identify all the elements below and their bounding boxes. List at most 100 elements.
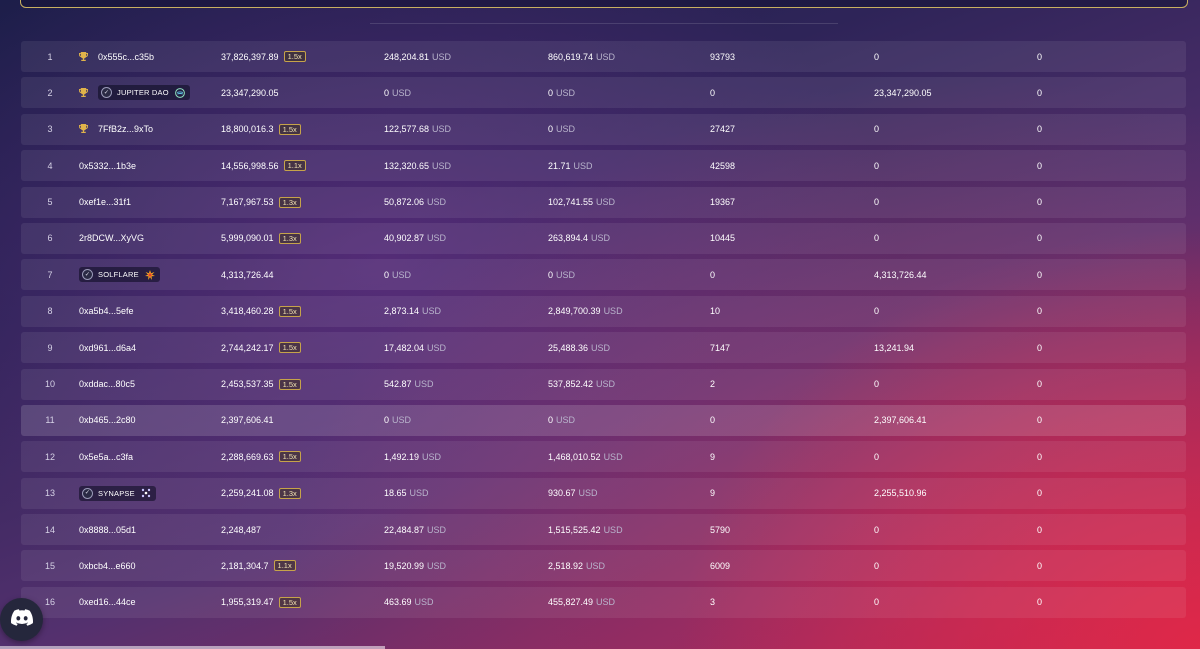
address-cell: 0xbcb4...e660 [79, 550, 136, 581]
value-amount: 0 [548, 124, 554, 135]
address-cell: 0xef1e...31f1 [79, 187, 131, 218]
value-cell-2: 0 USD [548, 259, 575, 290]
table-row[interactable]: 5 0xef1e...31f1 7,167,967.53 1.3x 50,872.06 U… [21, 186, 1186, 218]
discord-button[interactable] [0, 598, 43, 641]
count-cell: 10445 [710, 223, 735, 254]
value-cell-2: 263,894.4 USD [548, 223, 610, 254]
value-cell-3: 0 [874, 114, 879, 145]
currency-unit: USD [432, 51, 452, 62]
points-cell: 18,800,016.3 1.5x [221, 114, 301, 145]
currency-unit: USD [427, 233, 447, 244]
rank-cell: 1 [21, 41, 79, 72]
address-cell: 0xa5b4...5efe [79, 296, 134, 327]
table-row[interactable]: 9 0xd961...d6a4 2,744,242.17 1.5x 17,482.04 U… [21, 332, 1186, 364]
value-cell-3: 0 [874, 296, 879, 327]
value-cell-1: 18.65 USD [384, 478, 429, 509]
value-cell-2: 0 USD [548, 405, 575, 436]
wallet-address[interactable]: 0xd961...d6a4 [79, 342, 137, 353]
table-row[interactable]: 16 0xed16...44ce 1,955,319.47 1.5x 463.69 USD… [21, 586, 1186, 618]
value-amount: 0 [1037, 560, 1043, 571]
wallet-address[interactable]: 0xddac...80c5 [79, 379, 136, 390]
table-row[interactable]: 6 2r8DCW...XyVG 5,999,090.01 1.3x 40,902.87 U… [21, 222, 1186, 254]
value-amount: 2,849,700.39 [548, 306, 601, 317]
value-amount: 2,397,606.41 [874, 415, 927, 426]
wallet-address[interactable]: 0x555c...c35b [98, 51, 155, 62]
table-row[interactable]: 11 0xb465...2c80 2,397,606.41 0 USD 0 USD 0 2,39… [21, 404, 1186, 436]
table-row[interactable]: 13 ✓ SYNAPSE 2,259,241.08 1.3x 18.65 USD 930.67… [21, 477, 1186, 509]
rank-cell: 11 [21, 405, 79, 436]
points-cell: 7,167,967.53 1.3x [221, 187, 301, 218]
currency-unit: USD [586, 560, 606, 571]
count-value: 27427 [710, 124, 736, 135]
wallet-address[interactable]: 0xb465...2c80 [79, 415, 136, 426]
currency-unit: USD [409, 488, 429, 499]
table-row[interactable]: 14 0x8888...05d1 2,248,487 22,484.87 USD 1,51… [21, 514, 1186, 546]
wallet-address[interactable]: 0x5332...1b3e [79, 160, 137, 171]
table-row[interactable]: 15 0xbcb4...e660 2,181,304.7 1.1x 19,520.99 U… [21, 550, 1186, 582]
value-cell-1: 17,482.04 USD [384, 332, 446, 363]
project-chip[interactable]: ✓ JUPITER DAO [98, 85, 190, 101]
points-value: 37,826,397.89 [221, 51, 279, 62]
value-amount: 0 [1037, 488, 1043, 499]
table-row[interactable]: 12 0x5e5a...c3fa 2,288,669.63 1.5x 1,492.19 U… [21, 441, 1186, 473]
points-cell: 2,259,241.08 1.3x [221, 478, 301, 509]
value-amount: 0 [384, 269, 390, 280]
table-row[interactable]: 3 7FfB2z...9xTo 18,800,016.3 1.5x 122,577.68… [21, 113, 1186, 145]
multiplier-badge: 1.3x [278, 487, 301, 499]
address-cell: ✓ SOLFLARE [79, 259, 160, 290]
value-amount: 0 [1037, 451, 1043, 462]
address-cell: 0x5332...1b3e [79, 150, 136, 181]
value-cell-1: 0 USD [384, 405, 411, 436]
currency-unit: USD [427, 197, 447, 208]
rank-cell: 16 [21, 587, 79, 618]
value-cell-4: 0 [1037, 114, 1042, 145]
wallet-address[interactable]: 0x8888...05d1 [79, 524, 137, 535]
value-cell-1: 22,484.87 USD [384, 514, 446, 545]
table-row[interactable]: 7 ✓ SOLFLARE 4,313,726.44 0 USD 0 USD 0 4,313,726… [21, 259, 1186, 291]
project-chip[interactable]: ✓ SOLFLARE [79, 267, 160, 283]
rank-number: 2 [47, 87, 53, 98]
rank-number: 5 [47, 197, 53, 208]
currency-unit: USD [427, 342, 447, 353]
wallet-address[interactable]: 0x5e5a...c3fa [79, 451, 134, 462]
value-amount: 0 [384, 415, 390, 426]
project-name: SYNAPSE [98, 488, 135, 498]
project-chip[interactable]: ✓ SYNAPSE [79, 485, 156, 501]
value-cell-1: 1,492.19 USD [384, 441, 441, 472]
table-row[interactable]: 10 0xddac...80c5 2,453,537.35 1.5x 542.87 USD… [21, 368, 1186, 400]
count-cell: 9 [710, 441, 715, 472]
count-value: 0 [710, 87, 716, 98]
horizontal-scrollbar[interactable] [0, 646, 385, 649]
wallet-address[interactable]: 0xa5b4...5efe [79, 306, 134, 317]
value-amount: 0 [384, 87, 390, 98]
value-cell-4: 0 [1037, 550, 1042, 581]
currency-unit: USD [591, 233, 611, 244]
wallet-address[interactable]: 0xed16...44ce [79, 597, 136, 608]
wallet-address[interactable]: 0xbcb4...e660 [79, 560, 136, 571]
wallet-address[interactable]: 2r8DCW...XyVG [79, 233, 145, 244]
value-cell-3: 0 [874, 41, 879, 72]
value-amount: 0 [1037, 233, 1043, 244]
points-value: 2,744,242.17 [221, 342, 274, 353]
wallet-address[interactable]: 0xef1e...31f1 [79, 197, 132, 208]
address-cell: 0xddac...80c5 [79, 369, 135, 400]
trophy-icon [79, 124, 88, 134]
value-cell-3: 2,255,510.96 [874, 478, 927, 509]
table-row[interactable]: 1 0x555c...c35b 37,826,397.89 1.5x 248,204.8… [21, 41, 1186, 72]
value-amount: 0 [1037, 51, 1043, 62]
value-cell-3: 23,347,290.05 [874, 77, 932, 108]
value-amount: 1,468,010.52 [548, 451, 601, 462]
leaderboard-table: 1 0x555c...c35b 37,826,397.89 1.5x 248,204.8… [21, 41, 1186, 623]
table-row[interactable]: 8 0xa5b4...5efe 3,418,460.28 1.5x 2,873.14 US… [21, 295, 1186, 327]
value-cell-2: 930.67 USD [548, 478, 598, 509]
count-value: 9 [710, 488, 716, 499]
value-amount: 0 [874, 597, 880, 608]
verified-check-icon: ✓ [101, 87, 112, 99]
multiplier-badge: 1.5x [278, 451, 301, 463]
value-cell-4: 0 [1037, 223, 1042, 254]
value-amount: 21.71 [548, 160, 571, 171]
value-cell-2: 25,488.36 USD [548, 332, 610, 363]
table-row[interactable]: 4 0x5332...1b3e 14,556,998.56 1.1x 132,320.6… [21, 150, 1186, 182]
table-row[interactable]: 2 ✓ JUPITER DAO 23,347,290.05 0 USD 0 USD 0 23,34… [21, 77, 1186, 109]
wallet-address[interactable]: 7FfB2z...9xTo [98, 124, 154, 135]
